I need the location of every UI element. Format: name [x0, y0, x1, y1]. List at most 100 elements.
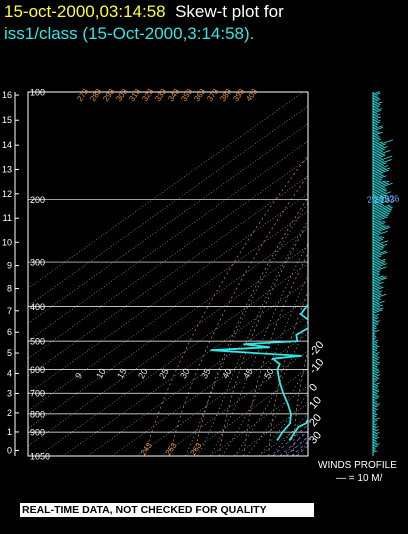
wind-barb	[372, 225, 390, 232]
wind-barb	[372, 334, 376, 336]
moist-adiabat-label: 45	[241, 367, 255, 381]
wind-barb	[372, 246, 385, 252]
wind-barb	[372, 316, 378, 319]
height-label: 11	[3, 213, 12, 223]
wind-barb	[372, 182, 389, 189]
wind-barb	[372, 281, 381, 285]
wind-barb	[372, 337, 377, 340]
pressure-label: 200	[30, 195, 45, 205]
wind-barb	[372, 436, 378, 439]
wind-barb	[372, 434, 379, 437]
pressure-label: 700	[30, 389, 45, 399]
wind-barb	[372, 423, 378, 426]
wind-barb	[372, 137, 381, 141]
wind-barb	[372, 351, 376, 354]
wind-barb	[372, 231, 382, 236]
wind-barb	[372, 263, 387, 269]
wind-barb	[372, 382, 376, 384]
wind-barb	[372, 130, 378, 133]
dry-adiabat-label: 293	[101, 87, 116, 104]
wind-barb	[372, 345, 380, 349]
dry-adiabat-label: 383	[218, 87, 233, 104]
isotherm-line	[87, 298, 308, 456]
wind-barb	[372, 214, 389, 221]
wind-barb	[372, 127, 383, 132]
isotherm-line	[28, 228, 308, 429]
wind-barb	[372, 191, 392, 199]
wind-barb	[372, 408, 379, 412]
wind-barb	[372, 119, 381, 124]
wind-barb	[372, 439, 377, 442]
dry-adiabat-lines	[144, 155, 308, 456]
wind-barb	[372, 138, 382, 143]
wind-barb	[372, 145, 384, 151]
mixing-ratio-label: 20	[366, 193, 378, 205]
moist-adiabat-line	[197, 219, 308, 456]
wind-barb	[372, 180, 387, 186]
wind-barb	[372, 281, 384, 287]
wind-barb	[372, 119, 379, 122]
pressure-label: 500	[30, 337, 45, 347]
wind-barb	[372, 91, 381, 95]
wind-barb	[372, 255, 382, 260]
wind-barb	[372, 116, 382, 120]
wind-barb	[372, 389, 379, 392]
wind-barb	[372, 365, 378, 368]
wind-barb	[372, 266, 387, 272]
moist-adiabat-line	[258, 392, 308, 456]
wind-barb	[372, 131, 380, 135]
pressure-label: 800	[30, 409, 45, 419]
wind-barb	[372, 162, 387, 168]
wind-barb	[372, 110, 382, 114]
wind-barb	[372, 349, 378, 352]
pressure-label: 600	[30, 365, 45, 375]
wind-barb	[372, 103, 381, 108]
wind-barb	[372, 415, 377, 418]
moist-adiabat-line	[234, 320, 308, 456]
height-label: 6	[7, 327, 12, 337]
wind-barb	[372, 99, 381, 103]
moist-adiabat-line	[283, 428, 308, 456]
wind-barb	[372, 212, 391, 220]
wind-barb	[372, 335, 377, 338]
wind-barb	[372, 220, 386, 226]
moist-adiabat-label: 25	[157, 367, 171, 381]
wind-barb	[372, 273, 380, 277]
isotherm-lines	[28, 92, 408, 456]
wind-barb	[372, 157, 383, 162]
dry-adiabat-label: 263	[188, 441, 203, 458]
wind-barb	[372, 96, 379, 100]
wind-barb	[372, 358, 379, 362]
dry-adiabat-label: 403	[244, 87, 259, 104]
height-label: 1	[7, 427, 12, 437]
wind-barb	[372, 290, 383, 295]
wind-barb	[372, 293, 387, 300]
wind-barb	[372, 139, 393, 148]
wind-barb	[372, 384, 378, 388]
wind-barb	[372, 450, 378, 453]
height-label: 14	[2, 140, 12, 150]
mixing-ratio-line	[291, 441, 308, 456]
wind-barb	[372, 363, 380, 367]
wind-barb	[372, 241, 380, 245]
wind-barb	[372, 405, 379, 408]
wind-barb	[372, 317, 379, 320]
wind-barb	[372, 445, 378, 448]
wind-barb	[372, 238, 384, 244]
wind-barb	[372, 259, 381, 263]
wind-barb	[372, 257, 380, 261]
wind-barb	[372, 105, 380, 109]
isotherm-line	[333, 92, 408, 456]
wind-barb	[372, 323, 379, 327]
isotherm-line	[28, 210, 308, 412]
isotherm-line	[28, 123, 308, 324]
wind-barb	[372, 148, 386, 154]
wind-barb	[372, 422, 376, 424]
wind-barb	[372, 251, 388, 258]
plot-title-label: Skew-t plot for	[175, 2, 284, 21]
isotherm-line	[283, 438, 308, 456]
moist-adiabat-line	[222, 274, 308, 456]
wind-barb	[372, 244, 388, 250]
wind-barb	[372, 356, 380, 360]
